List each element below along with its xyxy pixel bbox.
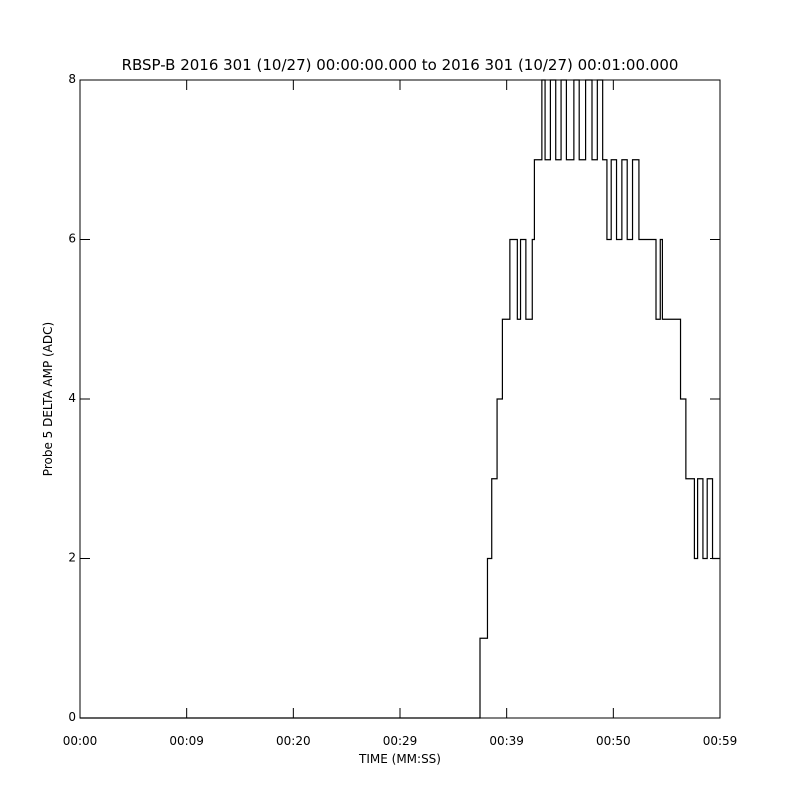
y-axis-label: Probe 5 DELTA AMP (ADC) bbox=[41, 322, 55, 476]
x-tick-label: 00:29 bbox=[383, 734, 418, 748]
y-tick-label: 2 bbox=[68, 551, 76, 565]
y-tick-label: 6 bbox=[68, 232, 76, 246]
y-tick-label: 0 bbox=[68, 710, 76, 724]
x-tick-label: 00:09 bbox=[169, 734, 204, 748]
plot-frame bbox=[79, 79, 721, 719]
x-tick-label: 00:50 bbox=[596, 734, 631, 748]
chart-title: RBSP-B 2016 301 (10/27) 00:00:00.000 to … bbox=[122, 56, 679, 74]
x-tick-label: 00:20 bbox=[276, 734, 311, 748]
y-tick-label: 8 bbox=[68, 72, 76, 86]
x-tick-label: 00:00 bbox=[63, 734, 98, 748]
y-tick-label: 4 bbox=[68, 391, 76, 405]
x-tick-label: 00:39 bbox=[489, 734, 524, 748]
x-axis-label: TIME (MM:SS) bbox=[358, 752, 441, 766]
data-line bbox=[80, 79, 720, 719]
x-tick-label: 00:59 bbox=[703, 734, 738, 748]
